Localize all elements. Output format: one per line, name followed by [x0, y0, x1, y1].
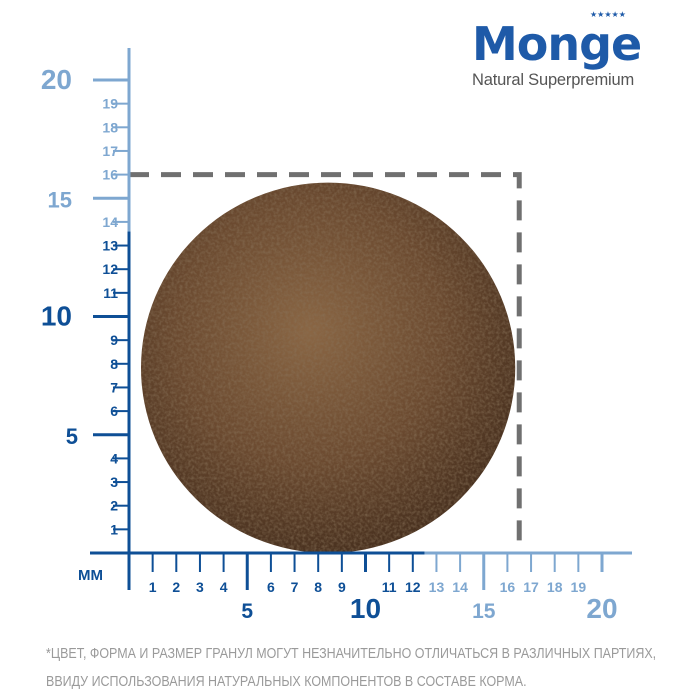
- logo-wordmark: Monge: [472, 17, 642, 71]
- x-tick-label: 3: [196, 579, 204, 595]
- unit-label: MM: [78, 567, 103, 584]
- y-tick-label: 20: [41, 64, 72, 95]
- y-tick-label: 5: [66, 424, 78, 449]
- y-tick-label: 12: [102, 261, 118, 277]
- y-tick-label: 14: [102, 214, 118, 230]
- y-tick-label: 1: [110, 521, 118, 537]
- x-tick-label: 10: [350, 593, 381, 624]
- x-tick-label: 14: [452, 579, 468, 595]
- y-tick-label: 2: [110, 498, 118, 514]
- logo-tagline: Natural Superpremium: [472, 71, 634, 89]
- dashed-outline: [129, 172, 522, 553]
- dashed-size-box: [129, 172, 522, 553]
- kibble: [140, 182, 516, 554]
- y-tick-label: 17: [102, 143, 118, 159]
- disclaimer-line-2: ВВИДУ ИСПОЛЬЗОВАНИЯ НАТУРАЛЬНЫХ КОМПОНЕН…: [46, 674, 527, 690]
- x-tick-label: 13: [429, 579, 445, 595]
- y-tick-label: 16: [102, 167, 118, 183]
- kibble-texture: [140, 182, 516, 554]
- x-tick-label: 16: [500, 579, 516, 595]
- y-tick-label: 6: [110, 403, 118, 419]
- y-tick-label: 10: [41, 301, 72, 332]
- y-tick-label: 15: [48, 187, 72, 212]
- y-tick-label: 7: [110, 379, 118, 395]
- y-tick-label: 4: [110, 450, 118, 466]
- y-tick-label: 3: [110, 474, 118, 490]
- x-tick-label: 5: [241, 600, 253, 623]
- y-tick-label: 11: [103, 285, 118, 301]
- disclaimer: *ЦВЕТ, ФОРМА И РАЗМЕР ГРАНУЛ МОГУТ НЕЗНА…: [46, 640, 657, 696]
- x-tick-label: 20: [586, 593, 617, 624]
- x-tick-label: 19: [571, 579, 587, 595]
- disclaimer-line-1: *ЦВЕТ, ФОРМА И РАЗМЕР ГРАНУЛ МОГУТ НЕЗНА…: [46, 646, 657, 662]
- x-tick-label: 7: [291, 579, 299, 595]
- x-tick-label: 12: [405, 579, 421, 595]
- brand-logo: ★★★★★ Monge Natural Superpremium: [472, 10, 662, 90]
- y-tick-label: 19: [102, 96, 118, 112]
- x-tick-label: 4: [220, 579, 228, 595]
- y-tick-label: 13: [102, 238, 118, 254]
- x-tick-label: 9: [338, 579, 346, 595]
- x-tick-label: 1: [149, 579, 157, 595]
- logo-stars: ★★★★★: [590, 10, 626, 19]
- x-tick-label: 15: [472, 600, 496, 623]
- x-tick-label: 11: [382, 579, 397, 595]
- x-tick-label: 8: [314, 579, 322, 595]
- y-tick-label: 8: [110, 356, 118, 372]
- x-tick-label: 6: [267, 579, 275, 595]
- y-tick-label: 18: [102, 119, 118, 135]
- x-tick-label: 18: [547, 579, 563, 595]
- x-tick-label: 2: [172, 579, 180, 595]
- y-tick-label: 9: [110, 332, 118, 348]
- x-tick-label: 17: [523, 579, 539, 595]
